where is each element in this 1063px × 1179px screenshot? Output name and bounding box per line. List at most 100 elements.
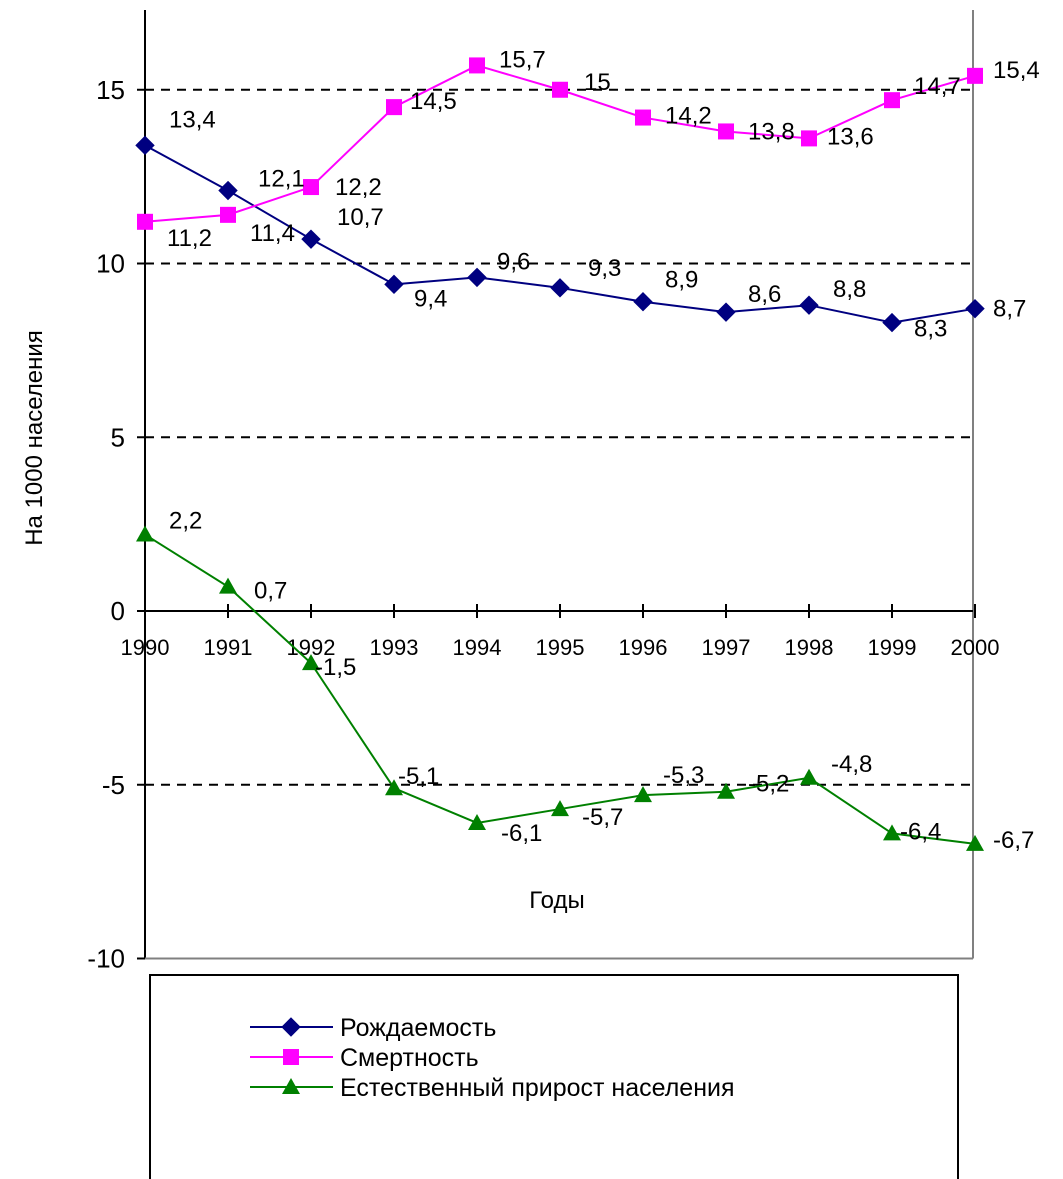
data-label: 9,3 [588, 255, 621, 282]
data-point [799, 295, 819, 315]
data-point [801, 130, 817, 147]
data-label: 8,7 [993, 296, 1026, 323]
data-point [718, 123, 734, 140]
series-1 [135, 135, 985, 333]
data-label: 9,6 [497, 248, 530, 275]
data-label: 10,7 [337, 204, 384, 231]
data-label: 9,4 [414, 285, 447, 312]
data-point [469, 57, 485, 74]
data-label: 13,6 [827, 123, 874, 150]
data-point [135, 135, 155, 156]
data-point [635, 109, 651, 126]
x-tick-label: 1997 [702, 635, 751, 660]
data-label: -6,1 [501, 820, 542, 847]
data-point [467, 267, 487, 288]
data-label: 13,4 [169, 106, 216, 133]
legend-label: Естественный прирост населения [340, 1074, 735, 1102]
data-label: -5,3 [663, 762, 704, 789]
grid-lines [145, 88, 973, 786]
data-point [966, 834, 984, 851]
data-point [218, 180, 238, 201]
y-tick-label: 0 [111, 596, 125, 626]
y-tick-label: 15 [96, 75, 125, 105]
data-label: 14,5 [410, 88, 457, 115]
data-point [137, 213, 153, 230]
data-point [883, 824, 901, 841]
data-point [136, 525, 154, 542]
data-point [551, 800, 569, 817]
x-axis-title: Годы [529, 887, 584, 914]
data-label: 15,4 [993, 57, 1040, 84]
data-labels: 13,4 12,1 10,7 9,4 9,6 9,3 8,9 8,6 8,8 8,3 8,7 11,2… [167, 46, 1040, 853]
x-tick-label: 1995 [536, 635, 585, 660]
legend-marker [281, 1017, 301, 1037]
x-tick-label: 1994 [453, 635, 502, 660]
series [135, 57, 985, 851]
data-label: -5,1 [398, 763, 439, 790]
y-tick-label: 10 [96, 249, 125, 279]
data-label: 12,2 [335, 174, 382, 201]
data-label: 8,8 [833, 276, 866, 303]
legend-marker [282, 1078, 300, 1094]
data-label: 2,2 [169, 508, 202, 535]
y-tick-label: 5 [111, 422, 125, 452]
data-point [884, 92, 900, 109]
data-label: 12,1 [258, 166, 305, 193]
x-tick-label: 1993 [370, 635, 419, 660]
data-point [385, 779, 403, 796]
data-point [800, 768, 818, 785]
data-label: 8,3 [914, 316, 947, 343]
data-point [552, 81, 568, 98]
x-tick-label: 1990 [121, 635, 170, 660]
data-point [302, 654, 320, 671]
data-label: -1,5 [315, 654, 356, 681]
legend-label: Смертность [340, 1044, 479, 1072]
data-label: 14,7 [914, 73, 961, 100]
data-label: -5,7 [582, 804, 623, 831]
data-label: -6,7 [993, 827, 1034, 854]
y-tick-label: -10 [87, 944, 125, 974]
data-point [220, 206, 236, 223]
legend-box [149, 974, 959, 1179]
data-point [967, 67, 983, 84]
data-point [468, 813, 486, 830]
series-3 [136, 525, 984, 851]
y-tick-label: -5 [102, 770, 125, 800]
data-point [303, 179, 319, 196]
x-tick-label: 1998 [785, 635, 834, 660]
data-point [634, 786, 652, 803]
data-point [965, 298, 985, 319]
x-tick-label: 1991 [204, 635, 253, 660]
data-label: 11,4 [250, 220, 295, 247]
data-label: 0,7 [254, 578, 287, 605]
data-point [882, 312, 902, 333]
legend-label: Рождаемость [340, 1014, 496, 1042]
data-point [301, 229, 321, 249]
data-point [219, 577, 237, 594]
x-tick-label: 1996 [619, 635, 668, 660]
series-2 [137, 57, 983, 230]
data-point [716, 302, 736, 322]
y-axis-title: На 1000 населения [21, 330, 48, 546]
data-label: 15,7 [499, 46, 546, 73]
data-label: 15 [584, 69, 611, 96]
data-label: 8,9 [665, 267, 698, 294]
legend-marker [283, 1049, 299, 1065]
data-label: -6,4 [900, 818, 941, 845]
data-label: 11,2 [167, 225, 212, 252]
data-label: 8,6 [748, 281, 781, 308]
data-label: -5,2 [748, 771, 789, 798]
data-label: 13,8 [748, 118, 795, 145]
x-tick-label: 2000 [951, 635, 1000, 660]
x-tick-label: 1999 [868, 635, 917, 660]
data-point [550, 278, 570, 298]
data-label: -4,8 [831, 751, 872, 778]
data-point [633, 292, 653, 312]
data-point [384, 274, 404, 295]
data-point [717, 782, 735, 799]
data-point [386, 99, 402, 116]
data-label: 14,2 [665, 103, 712, 130]
